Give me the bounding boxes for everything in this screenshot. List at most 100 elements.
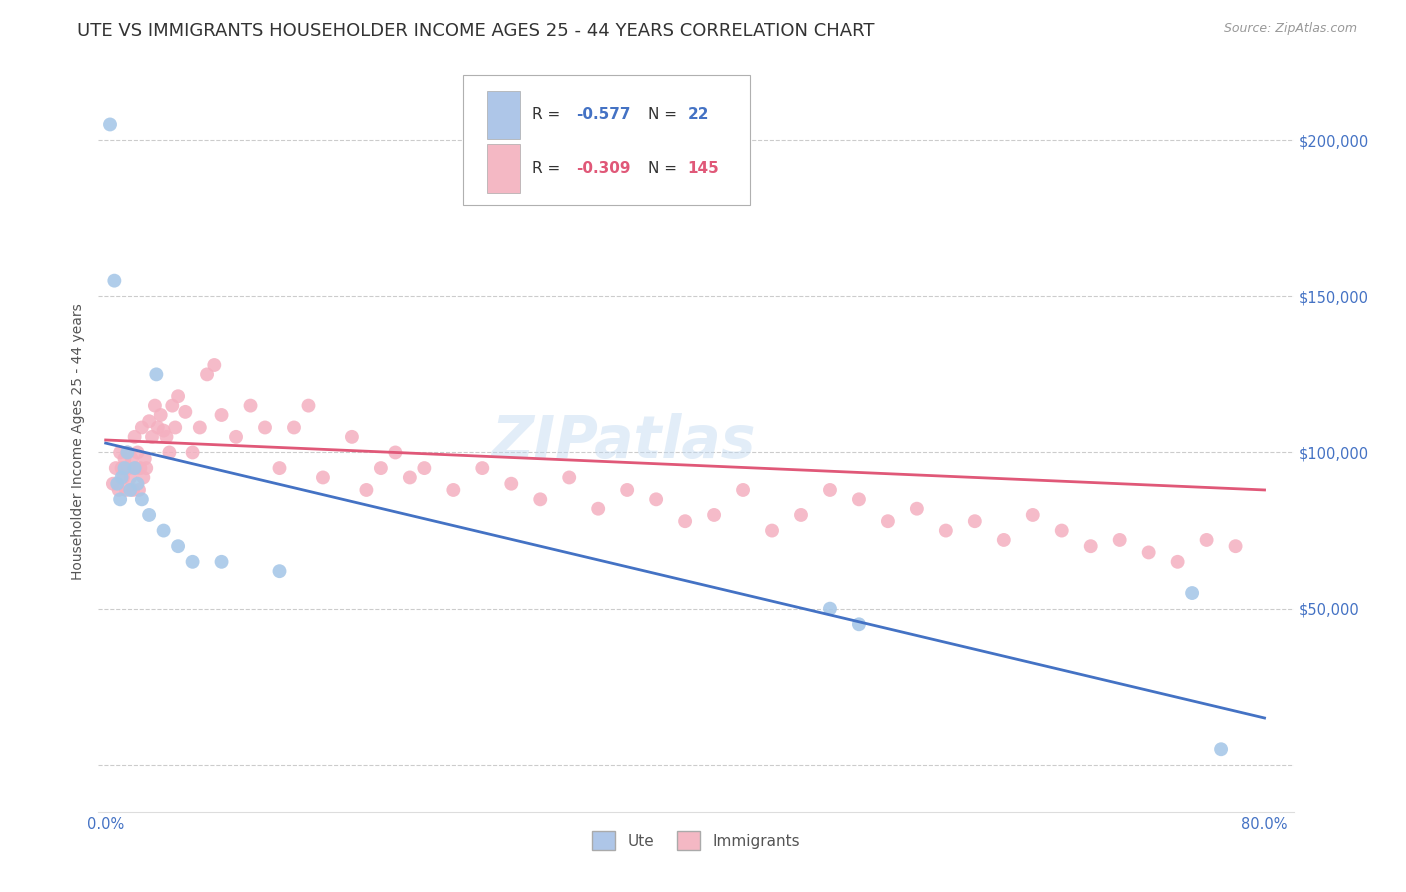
Point xyxy=(135,461,157,475)
Point xyxy=(110,470,132,484)
Point xyxy=(112,470,135,484)
Point xyxy=(121,451,143,466)
Point xyxy=(413,461,436,475)
Point xyxy=(117,445,139,459)
Point xyxy=(125,461,148,475)
Point xyxy=(1108,533,1130,547)
Point xyxy=(761,524,783,538)
Point xyxy=(141,430,163,444)
Point xyxy=(202,358,225,372)
Point xyxy=(105,476,128,491)
Point xyxy=(616,483,638,497)
Point xyxy=(1022,508,1045,522)
FancyBboxPatch shape xyxy=(486,90,520,138)
Point xyxy=(128,483,150,497)
Point xyxy=(195,368,218,382)
Point xyxy=(1195,533,1218,547)
Point xyxy=(120,483,142,497)
Point xyxy=(149,408,172,422)
Text: UTE VS IMMIGRANTS HOUSEHOLDER INCOME AGES 25 - 44 YEARS CORRELATION CHART: UTE VS IMMIGRANTS HOUSEHOLDER INCOME AGE… xyxy=(77,22,875,40)
Point xyxy=(157,445,180,459)
Point xyxy=(146,420,169,434)
Point xyxy=(1080,539,1102,553)
Point xyxy=(558,470,581,484)
Point xyxy=(297,399,319,413)
Point xyxy=(790,508,813,522)
Point xyxy=(877,514,900,528)
Point xyxy=(340,430,363,444)
Point xyxy=(114,461,136,475)
Point xyxy=(155,430,177,444)
Text: 22: 22 xyxy=(688,107,709,122)
Point xyxy=(132,470,155,484)
Point xyxy=(370,461,392,475)
Point xyxy=(152,424,174,438)
Point xyxy=(104,461,127,475)
Point xyxy=(1181,586,1204,600)
Y-axis label: Householder Income Ages 25 - 44 years: Householder Income Ages 25 - 44 years xyxy=(72,303,86,580)
Point xyxy=(1050,524,1073,538)
Point xyxy=(818,483,841,497)
Text: -0.309: -0.309 xyxy=(576,161,631,176)
Text: R =: R = xyxy=(533,161,565,176)
Point xyxy=(731,483,754,497)
Point xyxy=(110,461,132,475)
Point xyxy=(143,399,166,413)
Point xyxy=(211,555,233,569)
Point xyxy=(134,451,156,466)
Point xyxy=(586,501,609,516)
Point xyxy=(645,492,668,507)
Point xyxy=(167,389,190,403)
Point xyxy=(145,368,167,382)
Point xyxy=(181,555,204,569)
Point xyxy=(283,420,305,434)
Point xyxy=(101,476,124,491)
Point xyxy=(188,420,211,434)
Point xyxy=(905,501,928,516)
Point xyxy=(848,617,870,632)
Point xyxy=(471,461,494,475)
Point xyxy=(441,483,464,497)
Point xyxy=(181,445,204,459)
Point xyxy=(356,483,378,497)
Point xyxy=(162,399,184,413)
Point xyxy=(103,274,125,288)
Point xyxy=(963,514,986,528)
Text: N =: N = xyxy=(648,161,682,176)
Point xyxy=(225,430,247,444)
Point xyxy=(848,492,870,507)
Point xyxy=(399,470,422,484)
Point xyxy=(124,430,146,444)
Point xyxy=(165,420,187,434)
Point xyxy=(935,524,957,538)
Point xyxy=(1137,545,1160,559)
FancyBboxPatch shape xyxy=(486,145,520,193)
Point xyxy=(117,445,139,459)
Point xyxy=(818,601,841,615)
Text: -0.577: -0.577 xyxy=(576,107,631,122)
Point xyxy=(107,483,129,497)
Point xyxy=(673,514,696,528)
Point xyxy=(703,508,725,522)
Point xyxy=(131,492,153,507)
Point xyxy=(118,461,141,475)
Text: R =: R = xyxy=(533,107,565,122)
Point xyxy=(114,451,136,466)
FancyBboxPatch shape xyxy=(463,75,749,204)
Point xyxy=(115,483,138,497)
Text: ZIPatlas: ZIPatlas xyxy=(492,413,756,470)
Point xyxy=(993,533,1015,547)
Point xyxy=(131,420,153,434)
Point xyxy=(108,445,131,459)
Point xyxy=(98,118,121,132)
Point xyxy=(124,461,146,475)
Point xyxy=(312,470,335,484)
Text: Source: ZipAtlas.com: Source: ZipAtlas.com xyxy=(1223,22,1357,36)
Point xyxy=(152,524,174,538)
Point xyxy=(1167,555,1189,569)
Text: 145: 145 xyxy=(688,161,720,176)
Point xyxy=(129,461,152,475)
Point xyxy=(269,461,291,475)
Point xyxy=(138,414,160,428)
Point xyxy=(269,564,291,578)
